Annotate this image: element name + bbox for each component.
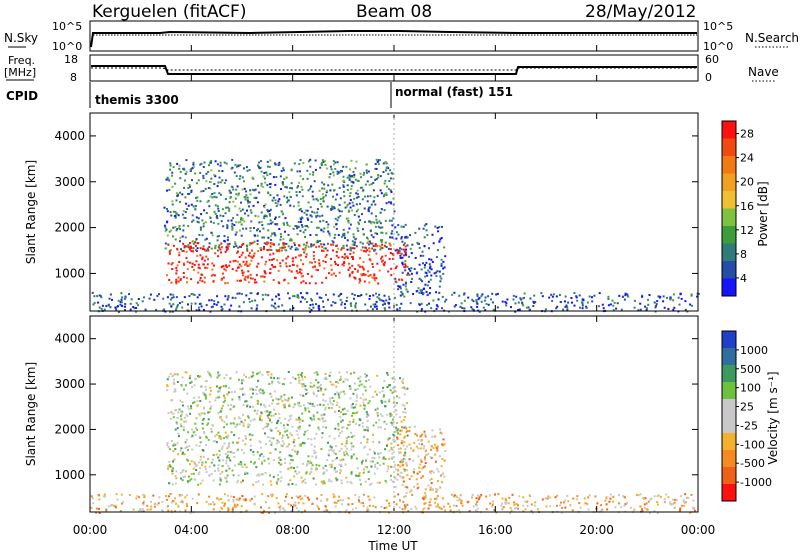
power-ytick-label-1000: 1000 xyxy=(54,266,85,280)
velocity-colorbar-swatch-8 xyxy=(722,450,736,468)
velocity-colorbar: 1000 500 100 25 -25 -100 -500 -1000 xyxy=(721,330,772,502)
power-plot-area xyxy=(91,158,700,313)
power-colorbar-swatch-10 xyxy=(722,278,736,297)
power-y-axis: 1000 2000 3000 4000 xyxy=(54,129,698,280)
power-colorbar-swatch-2 xyxy=(722,138,736,157)
velocity-colorbar-swatch-7 xyxy=(722,433,736,451)
freq-trace xyxy=(91,65,697,75)
power-data-region-1 xyxy=(163,158,396,253)
time-tick-label-2: 04:00 xyxy=(174,523,209,537)
power-colorbar-swatch-8 xyxy=(722,243,736,262)
time-tick-label-7: 00:00 xyxy=(681,523,716,537)
time-tick-label-1: 00:00 xyxy=(73,523,108,537)
nsky-left-tick-bottom: 10^0 xyxy=(52,40,82,53)
nsky-trace xyxy=(90,30,697,48)
freq-right-tick-top: 60 xyxy=(705,53,719,66)
power-colorbar-tick-4: 16 xyxy=(740,200,754,213)
velocity-colorbar-swatch-4 xyxy=(722,382,736,400)
velocity-colorbar-tick-4: 25 xyxy=(740,401,754,414)
velocity-y-label: Slant Range [km] xyxy=(24,362,38,466)
power-ytick-label-4000: 4000 xyxy=(54,129,85,143)
velocity-colorbar-tick-1: 1000 xyxy=(740,344,768,357)
velocity-y-axis: 1000 2000 3000 4000 xyxy=(54,332,698,482)
time-axis: 00:00 04:00 08:00 12:00 16:00 20:00 00:00 xyxy=(73,45,716,537)
velocity-data-region-1 xyxy=(166,370,409,486)
velocity-colorbar-swatch-9 xyxy=(722,467,736,485)
time-axis-label: Time UT xyxy=(367,539,418,553)
station-title: Kerguelen (fitACF) xyxy=(92,2,246,22)
nsearch-label: N.Search xyxy=(745,31,799,45)
power-data-region-4 xyxy=(91,291,700,313)
power-colorbar-tick-3: 12 xyxy=(740,224,754,237)
velocity-colorbar-label: Velocity [m s⁻¹] xyxy=(766,371,780,464)
power-colorbar-tick-7: 28 xyxy=(740,128,754,141)
power-data-region-2 xyxy=(166,241,409,285)
velocity-colorbar-tick-5: -25 xyxy=(740,419,758,432)
velocity-colorbar-tick-2: 500 xyxy=(740,363,761,376)
freq-label-1: Freq. xyxy=(8,54,35,67)
nave-trace xyxy=(91,67,697,71)
nsky-left-tick-top: 10^5 xyxy=(52,20,82,33)
power-colorbar-swatch-4 xyxy=(722,173,736,192)
power-colorbar-swatch-3 xyxy=(722,156,736,174)
velocity-data-region-3 xyxy=(90,493,696,514)
cpid-label: CPID xyxy=(6,89,38,103)
freq-right-tick-bottom: 0 xyxy=(705,71,712,84)
freq-label-2: [MHz] xyxy=(4,66,36,79)
nsky-right-tick-top: 10^5 xyxy=(703,20,733,33)
power-colorbar-label: Power [dB] xyxy=(756,181,770,246)
power-colorbar-swatch-5 xyxy=(722,191,736,209)
velocity-colorbar-tick-3: 100 xyxy=(740,382,761,395)
time-tick-label-6: 20:00 xyxy=(579,523,614,537)
power-colorbar-tick-6: 24 xyxy=(740,152,754,165)
velocity-colorbar-swatch-2 xyxy=(722,348,736,366)
power-colorbar-swatch-6 xyxy=(722,208,736,227)
nsky-label: N.Sky xyxy=(4,31,38,45)
power-y-label: Slant Range [km] xyxy=(24,160,38,264)
velocity-ytick-label-4000: 4000 xyxy=(54,332,85,346)
velocity-colorbar-tick-7: -500 xyxy=(740,457,765,470)
date-title: 28/May/2012 xyxy=(585,2,697,22)
nsky-right-tick-bottom: 10^0 xyxy=(703,40,733,53)
beam-title: Beam 08 xyxy=(356,2,432,22)
velocity-plot-area xyxy=(90,370,696,514)
time-tick-label-4: 12:00 xyxy=(377,523,412,537)
time-tick-label-3: 08:00 xyxy=(275,523,310,537)
velocity-colorbar-swatch-5 xyxy=(722,399,736,417)
freq-left-tick-top: 18 xyxy=(64,53,78,66)
velocity-colorbar-swatch-3 xyxy=(722,365,736,383)
velocity-colorbar-tick-6: -100 xyxy=(740,438,765,451)
nave-label: Nave xyxy=(748,65,779,79)
velocity-data-region-2 xyxy=(394,425,447,495)
velocity-colorbar-swatch-1 xyxy=(722,331,736,349)
cpid-segment-1: themis 3300 xyxy=(95,93,179,107)
power-colorbar-swatch-1 xyxy=(722,121,736,139)
power-ytick-label-3000: 3000 xyxy=(54,175,85,189)
time-tick-label-5: 16:00 xyxy=(478,523,513,537)
velocity-colorbar-swatch-10 xyxy=(722,484,736,502)
velocity-colorbar-swatch-6 xyxy=(722,416,736,434)
power-colorbar-swatch-9 xyxy=(722,261,736,279)
velocity-ytick-label-1000: 1000 xyxy=(54,468,85,482)
power-ytick-label-2000: 2000 xyxy=(54,221,85,235)
velocity-ytick-label-3000: 3000 xyxy=(54,377,85,391)
power-colorbar-tick-2: 8 xyxy=(740,248,747,261)
cpid-segment-2: normal (fast) 151 xyxy=(395,85,513,99)
velocity-colorbar-tick-8: -1000 xyxy=(740,476,772,489)
power-colorbar: 4 8 12 16 20 24 28 xyxy=(721,120,754,297)
power-colorbar-swatch-7 xyxy=(722,226,736,244)
velocity-ytick-label-2000: 2000 xyxy=(54,422,85,436)
power-data-region-3 xyxy=(394,223,447,294)
freq-left-tick-bottom: 8 xyxy=(70,71,77,84)
power-colorbar-tick-1: 4 xyxy=(740,272,747,285)
power-colorbar-tick-5: 20 xyxy=(740,176,754,189)
